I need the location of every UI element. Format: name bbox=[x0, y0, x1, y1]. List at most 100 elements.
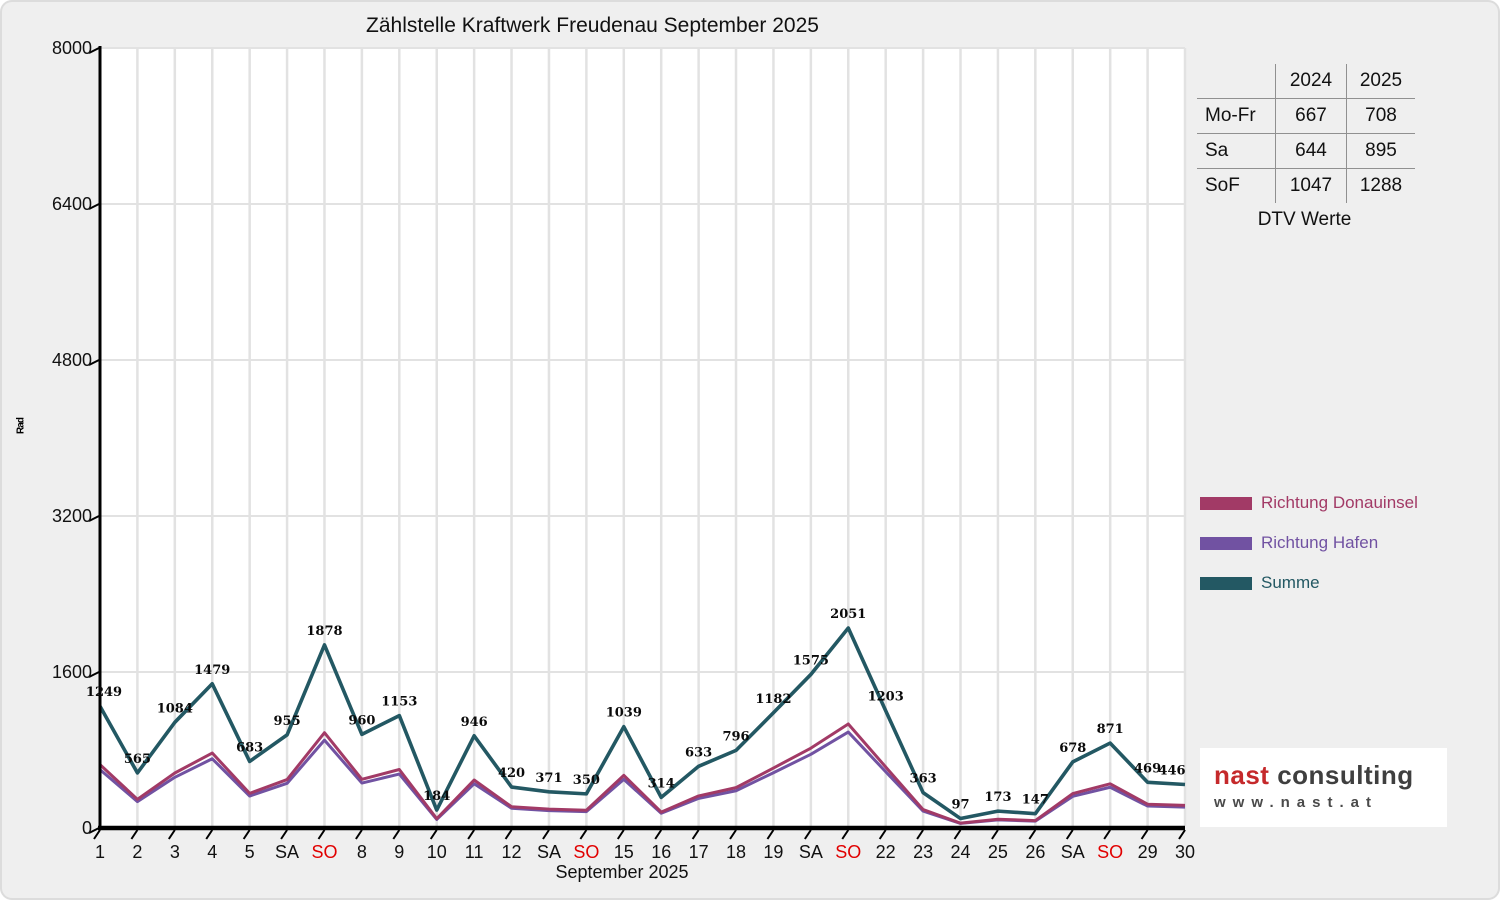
data-label: 565 bbox=[124, 752, 151, 767]
x-tick bbox=[1028, 829, 1037, 840]
x-tick-label: 23 bbox=[913, 842, 933, 862]
x-tick bbox=[654, 829, 663, 840]
x-tick bbox=[766, 829, 775, 840]
data-label: 184 bbox=[423, 789, 450, 804]
dtv-value: 1288 bbox=[1346, 168, 1415, 203]
x-tick-label: SA bbox=[799, 842, 823, 862]
x-tick-label: SA bbox=[275, 842, 299, 862]
x-tick-label: 26 bbox=[1025, 842, 1045, 862]
legend-label: Richtung Hafen bbox=[1261, 533, 1379, 552]
y-tick bbox=[88, 671, 100, 678]
x-tick-label: 11 bbox=[465, 842, 484, 862]
data-label: 871 bbox=[1097, 722, 1124, 737]
dtv-value: 644 bbox=[1275, 133, 1347, 169]
x-tick bbox=[916, 829, 924, 840]
dtv-row-label: SoF bbox=[1197, 168, 1276, 203]
x-tick bbox=[878, 829, 887, 840]
dtv-row-label: Mo-Fr bbox=[1197, 98, 1276, 134]
x-tick bbox=[579, 829, 588, 840]
x-tick-label: SO bbox=[311, 842, 337, 862]
y-tick-label: 6400 bbox=[52, 194, 92, 214]
x-tick-label: SA bbox=[537, 842, 561, 862]
x-tick-label: 10 bbox=[427, 842, 447, 862]
x-tick bbox=[242, 829, 251, 840]
x-tick-label: 2 bbox=[132, 842, 142, 862]
dtv-col-header: 2024 bbox=[1275, 64, 1347, 99]
data-label: 371 bbox=[535, 771, 562, 786]
data-label: 1249 bbox=[86, 685, 122, 700]
y-tick bbox=[88, 47, 100, 54]
x-tick bbox=[504, 829, 513, 840]
legend-item: Summe bbox=[1200, 572, 1418, 594]
x-tick-label: 25 bbox=[988, 842, 1008, 862]
y-tick-label: 8000 bbox=[52, 38, 92, 58]
logo-url: www.nast.at bbox=[1214, 794, 1378, 811]
x-tick-label: 18 bbox=[726, 842, 746, 862]
x-tick bbox=[392, 829, 401, 840]
x-tick bbox=[616, 829, 625, 840]
x-tick-label: 22 bbox=[876, 842, 896, 862]
data-label: 633 bbox=[685, 745, 712, 760]
legend-label: Richtung Donauinsel bbox=[1261, 493, 1418, 512]
data-label: 314 bbox=[648, 776, 675, 791]
data-label: 1084 bbox=[157, 701, 193, 716]
x-tick-label: 30 bbox=[1175, 842, 1195, 862]
logo-brand-suffix: consulting bbox=[1277, 760, 1414, 790]
data-label: 363 bbox=[910, 772, 937, 787]
x-tick bbox=[280, 829, 288, 840]
dtv-value: 895 bbox=[1346, 133, 1415, 169]
x-tick-label: SA bbox=[1061, 842, 1085, 862]
y-tick-label: 3200 bbox=[52, 506, 92, 526]
data-label: 1479 bbox=[194, 663, 230, 678]
dtv-col-header: 2025 bbox=[1346, 64, 1415, 99]
nast-logo: nast consulting www.nast.at bbox=[1200, 748, 1447, 827]
data-label: 1203 bbox=[868, 690, 904, 705]
data-label: 1153 bbox=[381, 695, 417, 710]
x-tick bbox=[130, 829, 139, 840]
x-tick-label: SO bbox=[1097, 842, 1123, 862]
x-tick-label: 15 bbox=[614, 842, 634, 862]
x-tick-label: 17 bbox=[689, 842, 709, 862]
data-label: 1039 bbox=[606, 706, 642, 721]
y-tick bbox=[88, 827, 100, 834]
x-tick bbox=[953, 829, 962, 840]
dtv-value: 708 bbox=[1346, 98, 1415, 134]
data-label: 796 bbox=[722, 729, 749, 744]
legend-swatch bbox=[1200, 576, 1252, 590]
legend-item: Richtung Donauinsel bbox=[1200, 492, 1418, 514]
dtv-table-caption: DTV Werte bbox=[1257, 209, 1352, 230]
legend-swatch bbox=[1200, 496, 1252, 510]
y-tick-label: 1600 bbox=[52, 662, 92, 682]
logo-wordmark: nast consulting bbox=[1214, 760, 1447, 790]
data-label: 955 bbox=[273, 714, 300, 729]
x-tick bbox=[1065, 829, 1074, 840]
table-row: Mo-Fr 667 708 bbox=[1197, 98, 1415, 134]
x-tick bbox=[841, 829, 850, 840]
y-tick-label: 0 bbox=[82, 818, 92, 838]
x-tick-label: 4 bbox=[207, 842, 217, 862]
x-tick bbox=[1178, 829, 1186, 840]
legend-label: Summe bbox=[1261, 573, 1320, 592]
x-tick bbox=[355, 829, 363, 840]
data-label: 446 bbox=[1158, 764, 1185, 779]
data-label: 960 bbox=[348, 713, 375, 728]
x-tick bbox=[467, 829, 475, 840]
legend-swatch bbox=[1200, 536, 1252, 550]
dtv-row-label: Sa bbox=[1197, 133, 1276, 169]
data-label: 1182 bbox=[755, 692, 791, 707]
data-label: 420 bbox=[498, 766, 525, 781]
data-label: 147 bbox=[1022, 793, 1049, 808]
data-label: 469 bbox=[1134, 761, 1161, 776]
x-tick bbox=[1103, 829, 1112, 840]
x-tick bbox=[317, 829, 326, 840]
line-chart: 1 2 3 4 5 SA SO 8 9 10 11 12 SA SO 15 16 17 18 19 SA SO 22 23 2… bbox=[52, 38, 1195, 862]
data-label: 1878 bbox=[306, 624, 342, 639]
x-tick-label: 12 bbox=[502, 842, 522, 862]
x-tick bbox=[93, 829, 101, 840]
logo-brand: nast bbox=[1214, 760, 1270, 790]
data-label: 350 bbox=[573, 773, 600, 788]
dtv-col-header bbox=[1197, 64, 1276, 99]
y-tick bbox=[88, 515, 100, 522]
x-tick bbox=[205, 829, 214, 840]
series-line-richtung-donauinsel bbox=[98, 722, 1186, 825]
